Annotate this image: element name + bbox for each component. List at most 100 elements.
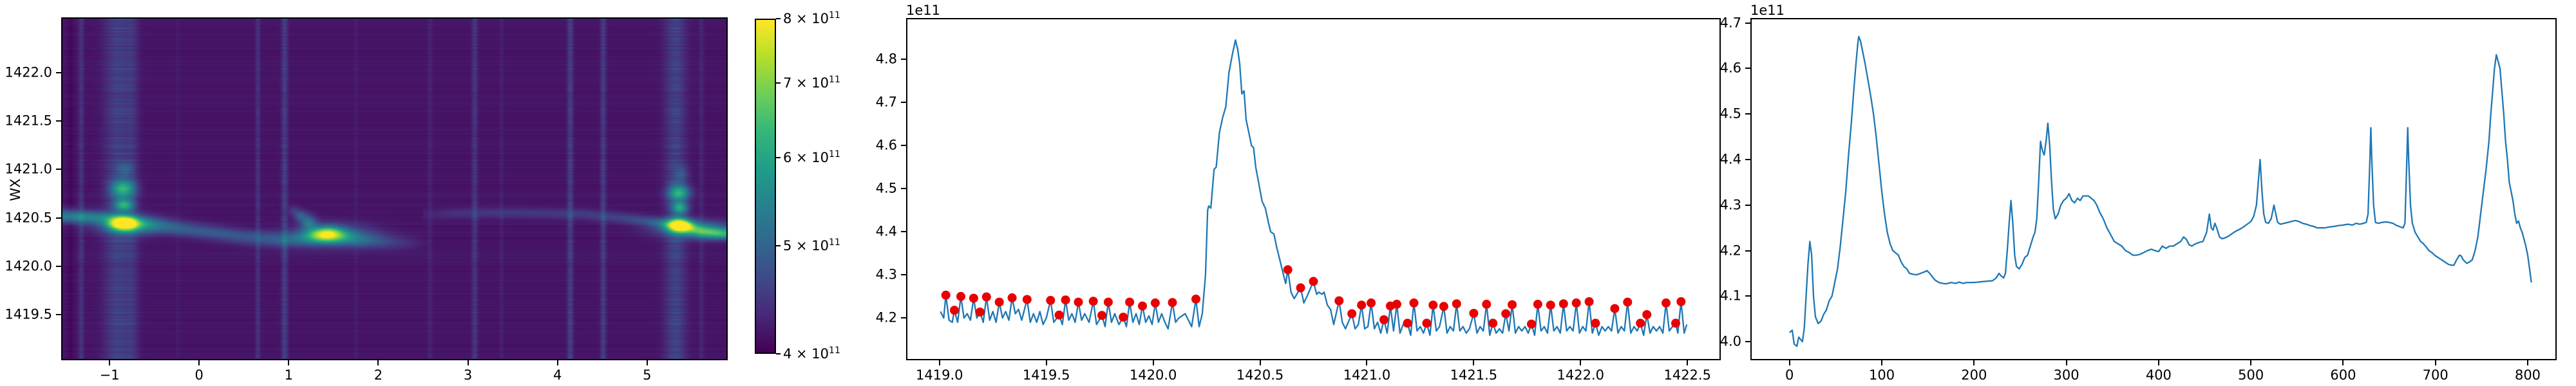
- exponent: 11: [829, 237, 840, 248]
- peak-marker: [1022, 295, 1032, 304]
- colorbar-tick-label: 7 × 1011: [783, 75, 840, 91]
- heatmap-x-tick-label: 3: [463, 367, 473, 383]
- tick-mark: [1366, 360, 1368, 365]
- peak-marker: [975, 308, 985, 317]
- peak-marker: [1367, 298, 1376, 308]
- spectrum-x-tick-label: 1420.0: [1129, 367, 1177, 383]
- spectrum-x-tick-label: 1422.5: [1663, 367, 1711, 383]
- timeseries-x-tick-label: 300: [2053, 367, 2079, 383]
- peak-marker: [1347, 309, 1357, 318]
- spectrum-y-tick-label: 4.2: [875, 309, 897, 326]
- heatmap-x-tick-label: 2: [374, 367, 383, 383]
- tick-mark: [1973, 360, 1975, 365]
- timeseries-x-tick-label: 400: [2145, 367, 2172, 383]
- timeseries-y-tick-label: 4.1: [1719, 288, 1741, 304]
- spectrum-axes: [906, 18, 1721, 360]
- peak-marker: [941, 290, 951, 300]
- spectrum-y-tick-label: 4.3: [875, 266, 897, 282]
- heatmap-y-tick-label: 1421.5: [5, 113, 52, 129]
- peak-marker: [1296, 283, 1305, 293]
- tick-mark: [901, 145, 906, 147]
- peak-marker: [1054, 310, 1064, 320]
- tick-mark: [1881, 360, 1883, 365]
- peak-marker: [1482, 299, 1492, 309]
- spectrum-line: [940, 39, 1688, 336]
- timeseries-axes: [1750, 18, 2557, 360]
- timeseries-line: [1788, 35, 2532, 347]
- heatmap-y-tick-label: 1420.5: [5, 210, 52, 226]
- tick-mark: [56, 217, 61, 219]
- spectrum-x-tick-label: 1419.5: [1022, 367, 1070, 383]
- timeseries-x-tick-label: 700: [2422, 367, 2448, 383]
- tick-mark: [56, 265, 61, 267]
- tick-mark: [1745, 295, 1750, 297]
- peak-marker: [1097, 311, 1106, 320]
- peak-marker: [1309, 277, 1318, 286]
- timeseries-offset-label: 1e11: [1750, 3, 1785, 18]
- tick-mark: [1473, 360, 1475, 365]
- timeseries-plot: [1788, 35, 2532, 347]
- spectrum-x-tick-label: 1421.5: [1450, 367, 1498, 383]
- colorbar: [755, 19, 776, 354]
- peak-marker: [1392, 299, 1401, 309]
- tick-mark: [646, 360, 648, 365]
- spectrum-y-tick-label: 4.8: [875, 51, 897, 67]
- peak-marker: [1428, 300, 1438, 310]
- timeseries-y-tick-label: 4.0: [1719, 333, 1741, 349]
- tick-mark: [1788, 360, 1790, 365]
- tick-mark: [56, 169, 61, 170]
- tick-mark: [938, 360, 940, 365]
- peak-marker: [1671, 318, 1680, 328]
- tick-mark: [776, 18, 781, 19]
- timeseries-x-tick-label: 200: [1961, 367, 1987, 383]
- timeseries-y-tick-label: 4.5: [1719, 106, 1741, 122]
- tick-mark: [1580, 360, 1582, 365]
- timeseries-y-tick-label: 4.7: [1719, 15, 1741, 31]
- peak-marker: [1642, 310, 1652, 319]
- peak-marker: [1103, 297, 1113, 307]
- timeseries-x-tick-label: 800: [2514, 367, 2541, 383]
- peak-marker: [1074, 297, 1083, 307]
- tick-mark: [1745, 250, 1750, 252]
- heatmap-x-tick-label: 5: [643, 367, 652, 383]
- peak-marker: [1546, 300, 1555, 310]
- colorbar-tick-label: 8 × 1011: [783, 10, 840, 26]
- peak-marker: [1138, 301, 1147, 311]
- tick-mark: [2065, 360, 2067, 365]
- peak-marker: [1610, 304, 1620, 313]
- peak-marker: [1061, 295, 1070, 305]
- timeseries-y-tick-label: 4.6: [1719, 60, 1741, 76]
- peak-marker: [1439, 302, 1448, 311]
- colorbar-tick-label: 4 × 1011: [783, 345, 840, 362]
- peak-marker: [1191, 294, 1200, 304]
- exponent: 11: [829, 149, 840, 160]
- timeseries-x-tick-label: 500: [2238, 367, 2264, 383]
- peak-marker: [1584, 297, 1594, 306]
- tick-mark: [1045, 360, 1047, 365]
- tick-mark: [901, 102, 906, 104]
- timeseries-x-tick-label: 600: [2330, 367, 2356, 383]
- peak-marker: [1088, 297, 1098, 306]
- peak-marker: [1623, 297, 1633, 307]
- spectrum-x-tick-label: 1422.0: [1557, 367, 1605, 383]
- peak-marker: [1403, 318, 1412, 328]
- tick-mark: [776, 157, 781, 159]
- spectrum-y-tick-label: 4.7: [875, 94, 897, 110]
- tick-mark: [1745, 68, 1750, 69]
- heatmap-y-tick-label: 1420.0: [5, 258, 52, 274]
- peak-marker: [1662, 298, 1671, 308]
- tick-mark: [288, 360, 290, 365]
- tick-mark: [1745, 22, 1750, 24]
- peak-marker: [950, 306, 959, 315]
- timeseries-y-tick-label: 4.4: [1719, 151, 1741, 167]
- peak-marker: [1591, 318, 1600, 328]
- spectrum-x-tick-label: 1421.0: [1343, 367, 1391, 383]
- tick-mark: [1745, 113, 1750, 115]
- tick-mark: [901, 317, 906, 319]
- heatmap-axes: [61, 17, 728, 360]
- peak-marker: [1527, 319, 1536, 329]
- peak-marker: [1409, 298, 1419, 308]
- tick-mark: [1259, 360, 1261, 365]
- peak-marker: [1508, 300, 1517, 309]
- peak-marker: [994, 297, 1004, 307]
